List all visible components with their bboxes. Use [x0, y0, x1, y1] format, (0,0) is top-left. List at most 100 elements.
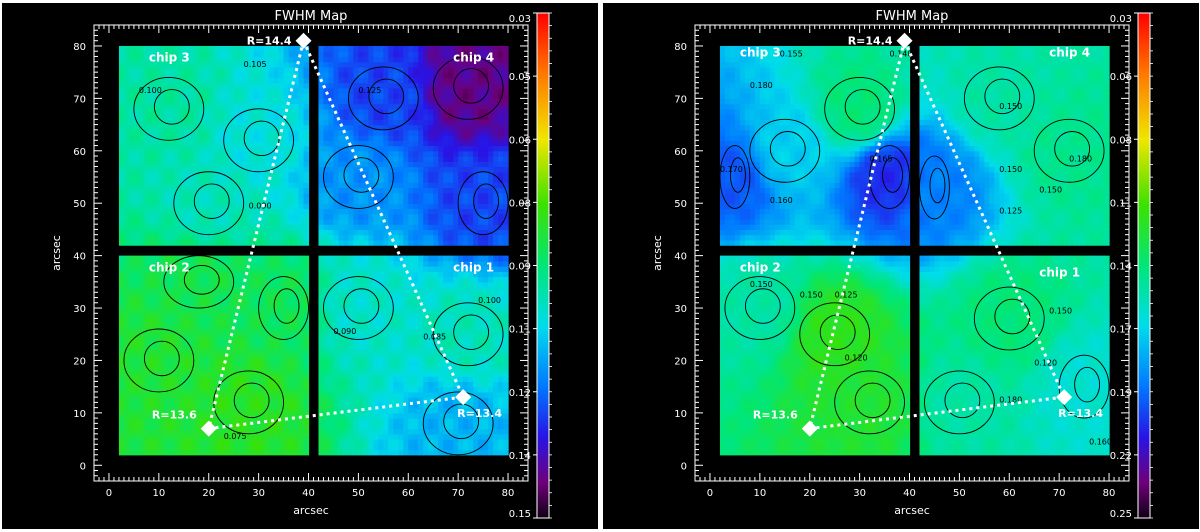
contour-label: 0.165: [870, 154, 893, 163]
axes-frame: [694, 24, 1130, 482]
axes-frame: [93, 24, 529, 482]
diamond-marker: [200, 420, 217, 437]
contour-line: [719, 145, 751, 209]
chip-label: chip 2: [149, 260, 190, 274]
colorbar-tick-label: 0.06: [509, 135, 531, 146]
y-tick-label: 30: [674, 304, 687, 315]
chip-label: chip 3: [740, 45, 781, 59]
x-tick-label: 60: [402, 488, 415, 499]
colorbar-tick-label: 0.11: [1110, 198, 1132, 209]
contour-line: [744, 288, 781, 324]
y-tick-label: 10: [73, 409, 86, 420]
y-tick-label: 40: [674, 252, 687, 263]
contour-line: [183, 264, 220, 295]
contour-label: 0.150: [800, 291, 823, 300]
contour-label: 0.125: [999, 207, 1022, 216]
contour-line: [153, 89, 190, 125]
y-tick-label: 60: [674, 147, 687, 158]
tick-marks: [694, 24, 1130, 482]
contour-line: [453, 68, 490, 104]
chip-field-chip-3: [118, 45, 310, 246]
contour-label: 0.120: [845, 353, 868, 362]
y-tick-label: 40: [73, 252, 86, 263]
colorbar-tick-label: 0.17: [1110, 325, 1132, 336]
diamond-marker: [801, 420, 818, 437]
chip-label: chip 1: [1039, 266, 1080, 280]
contour-line: [994, 298, 1031, 335]
contour-line: [973, 286, 1045, 351]
y-axis-label: arcsec: [651, 235, 664, 271]
radius-label: R=13.4: [1058, 407, 1103, 420]
contour-label: 0.105: [244, 60, 267, 69]
x-axis-label: arcsec: [894, 504, 930, 517]
colorbar-tick-label: 0.14: [509, 451, 531, 462]
contour-line: [223, 108, 294, 173]
chip-label: chip 4: [453, 51, 494, 65]
contour-label: 0.100: [478, 296, 501, 305]
x-tick-label: 70: [452, 488, 465, 499]
colorbar-tick-label: 0.05: [509, 72, 531, 83]
contour-label: 0.150: [750, 280, 773, 289]
contour-line: [143, 340, 180, 377]
radius-label: R=13.4: [457, 407, 502, 420]
chip-field-chip-4: [919, 45, 1110, 246]
contour-line: [347, 66, 419, 131]
x-tick-label: 80: [502, 488, 515, 499]
contour-line: [882, 157, 903, 193]
chart-title: FWHM Map: [876, 9, 949, 24]
contour-label: 0.180: [1069, 154, 1092, 163]
chip-field-chip-4: [318, 45, 509, 246]
contour-line: [1074, 366, 1101, 403]
x-tick-label: 30: [252, 488, 265, 499]
x-tick-label: 40: [903, 488, 916, 499]
contour-line: [724, 276, 796, 340]
contour-line: [453, 314, 490, 350]
diamond-marker: [896, 32, 913, 49]
y-tick-label: 20: [674, 356, 687, 367]
contour-line: [193, 183, 230, 219]
contour-line: [273, 288, 300, 324]
x-tick-label: 60: [1003, 488, 1016, 499]
contour-label: 0.075: [224, 432, 247, 441]
contour-line: [729, 157, 746, 193]
fwhm-map-left: FWHM Map0.1000.1050.1250.0900.0900.0850.…: [50, 9, 552, 520]
contour-line: [173, 171, 245, 236]
y-tick-label: 60: [73, 147, 86, 158]
contour-line: [944, 382, 981, 419]
colorbar-tick-label: 0.08: [509, 198, 531, 209]
y-tick-label: 10: [674, 409, 687, 420]
colorbar-tick-label: 0.11: [509, 325, 531, 336]
dashed-triangle: [807, 36, 1067, 431]
contour-line: [432, 302, 504, 367]
diamond-marker: [295, 32, 312, 49]
y-tick-label: 0: [681, 461, 687, 472]
contour-line: [834, 370, 905, 435]
y-tick-label: 50: [73, 199, 86, 210]
diamond-marker: [455, 389, 472, 406]
contour-line: [749, 118, 821, 183]
x-axis-label: arcsec: [293, 504, 329, 517]
colorbar-tick-label: 0.06: [1110, 72, 1132, 83]
chip-field-chip-1: [919, 255, 1110, 456]
contour-label: 0.150: [999, 165, 1022, 174]
contour-line: [984, 78, 1021, 115]
contour-line: [963, 66, 1035, 131]
contour-line: [869, 145, 910, 209]
contour-line: [1033, 118, 1105, 183]
y-tick-label: 70: [73, 94, 86, 105]
y-tick-label: 30: [73, 304, 86, 315]
chip-field-chip-3: [719, 45, 911, 246]
chip-label: chip 3: [149, 51, 190, 65]
contour-label: 0.140: [890, 49, 913, 58]
radius-label: R=14.4: [247, 35, 292, 48]
x-tick-label: 10: [753, 488, 766, 499]
contour-label: 0.120: [1034, 359, 1057, 368]
contour-line: [457, 171, 509, 236]
colorbar-tick-label: 0.03: [1110, 14, 1132, 25]
contour-line: [844, 89, 881, 125]
contour-line: [163, 255, 235, 309]
radius-label: R=14.4: [848, 35, 893, 48]
colorbar-tick-label: 0.08: [1110, 135, 1132, 146]
contour-line: [799, 302, 871, 367]
chip-label: chip 4: [1049, 45, 1090, 59]
